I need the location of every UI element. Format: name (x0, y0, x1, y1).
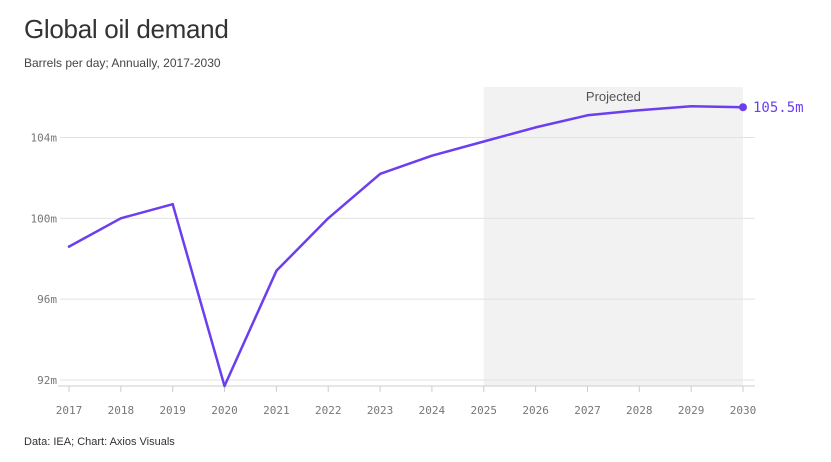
projected-region (483, 87, 743, 386)
x-tick-label: 2024 (419, 404, 446, 417)
x-tick-label: 2025 (471, 404, 498, 417)
x-tick-label: 2023 (367, 404, 394, 417)
data-point (430, 154, 434, 157)
x-tick-label: 2022 (315, 404, 342, 417)
data-point (378, 172, 382, 176)
data-point (638, 109, 641, 112)
x-tick-label: 2029 (678, 404, 705, 417)
data-point (223, 384, 226, 388)
data-point (327, 217, 330, 220)
y-tick-label: 96m (37, 293, 57, 306)
x-tick-label: 2017 (56, 404, 83, 417)
chart-subtitle: Barrels per day; Annually, 2017-2030 (24, 56, 221, 70)
x-tick-label: 2019 (159, 404, 186, 417)
x-tick-label: 2030 (730, 404, 757, 417)
data-point (171, 202, 174, 206)
end-value-label: 105.5m (753, 100, 804, 116)
data-point (119, 217, 123, 220)
series-line (67, 104, 745, 388)
y-tick-label: 104m (31, 132, 58, 145)
end-point (739, 103, 747, 112)
data-point (275, 269, 278, 273)
x-tick-label: 2026 (522, 404, 549, 417)
data-point (534, 126, 537, 129)
x-tick-label: 2027 (574, 404, 601, 417)
data-point (482, 140, 485, 143)
x-tick-label: 2018 (108, 404, 135, 417)
x-tick-label: 2028 (626, 404, 653, 417)
y-tick-label: 100m (31, 212, 58, 225)
chart-title: Global oil demand (24, 14, 229, 44)
data-point (689, 104, 693, 108)
data-point (67, 245, 71, 248)
data-point (586, 114, 589, 117)
y-tick-label: 92m (37, 374, 57, 387)
x-tick-label: 2020 (211, 404, 238, 417)
x-tick-label: 2021 (263, 404, 290, 417)
projected-label: Projected (586, 89, 641, 104)
chart-source: Data: IEA; Chart: Axios Visuals (24, 436, 175, 448)
